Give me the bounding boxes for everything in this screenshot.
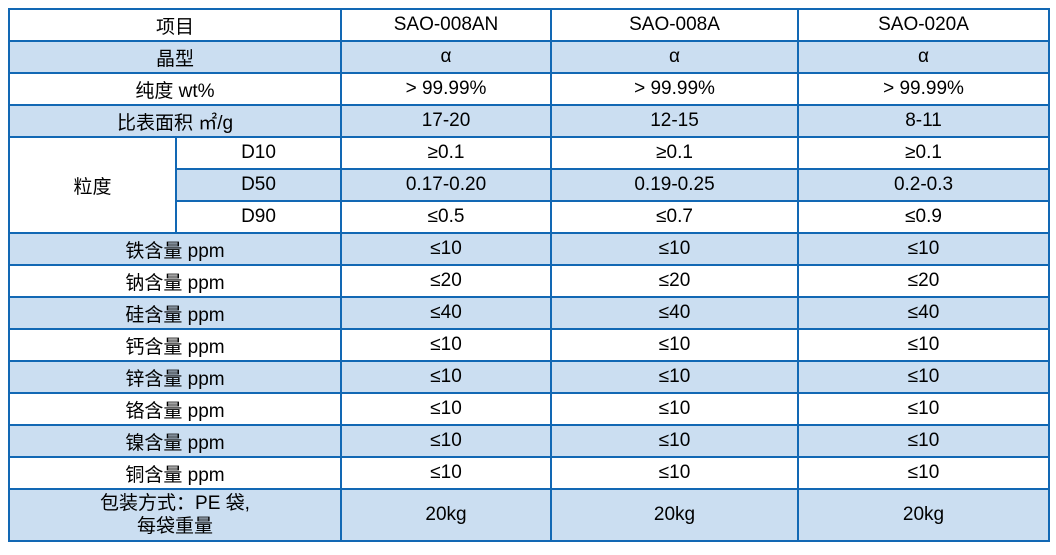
cell-value: > 99.99% xyxy=(340,72,553,106)
cell-value: ≥0.1 xyxy=(550,136,800,170)
cell-value: ≤10 xyxy=(340,360,553,394)
cell-value: ≤10 xyxy=(797,456,1051,490)
cell-value: α xyxy=(340,40,553,74)
cell-value: α xyxy=(797,40,1051,74)
table-row-chromium: 铬含量 ppm ≤10 ≤10 ≤10 xyxy=(7,392,1051,426)
cell-value: ≤0.7 xyxy=(550,200,800,234)
row-sub-label: D90 xyxy=(174,200,343,234)
cell-value: ≤40 xyxy=(340,296,553,330)
cell-value: ≤10 xyxy=(340,424,553,458)
cell-value: ≤10 xyxy=(550,328,800,362)
row-sub-label: D10 xyxy=(174,136,343,170)
row-sub-label: D50 xyxy=(174,168,343,202)
row-label: 锌含量 ppm xyxy=(7,360,343,394)
cell-value: ≤10 xyxy=(550,424,800,458)
table-row-iron: 铁含量 ppm ≤10 ≤10 ≤10 xyxy=(7,232,1051,266)
table-row-zinc: 锌含量 ppm ≤10 ≤10 ≤10 xyxy=(7,360,1051,394)
cell-value: ≤10 xyxy=(797,360,1051,394)
row-label: 镍含量 ppm xyxy=(7,424,343,458)
cell-value: ≤20 xyxy=(340,264,553,298)
row-label: 钙含量 ppm xyxy=(7,328,343,362)
cell-value: 0.19-0.25 xyxy=(550,168,800,202)
table-row-d10: 粒度 D10 ≥0.1 ≥0.1 ≥0.1 xyxy=(8,136,1051,234)
cell-value: ≤40 xyxy=(550,296,800,330)
cell-value: ≤20 xyxy=(797,264,1051,298)
cell-value: ≤40 xyxy=(797,296,1051,330)
cell-value: ≤10 xyxy=(797,424,1051,458)
row-label: 钠含量 ppm xyxy=(7,264,343,298)
table-row-nickel: 镍含量 ppm ≤10 ≤10 ≤10 xyxy=(7,424,1051,458)
cell-value: ≤10 xyxy=(550,456,800,490)
table-row-d90: D90 ≤0.5 ≤0.7 ≤0.9 xyxy=(9,200,1051,234)
particle-size-group-label: 粒度 xyxy=(8,136,177,234)
table-row-crystal-form: 晶型 α α α xyxy=(7,40,1051,74)
table-row-packaging: 包装方式：PE 袋, 每袋重量 20kg 20kg 20kg xyxy=(7,488,1051,542)
cell-value: ≤10 xyxy=(797,232,1051,266)
table-header-row: 项目 SAO-008AN SAO-008A SAO-020A xyxy=(7,8,1051,42)
cell-value: ≤0.9 xyxy=(797,200,1051,234)
row-label: 铁含量 ppm xyxy=(7,232,343,266)
cell-value: ≥0.1 xyxy=(797,136,1051,170)
header-product-sao-008an: SAO-008AN xyxy=(340,8,553,42)
product-spec-table: 项目 SAO-008AN SAO-008A SAO-020A 晶型 α α α … xyxy=(7,8,1051,542)
cell-value: 0.17-0.20 xyxy=(340,168,553,202)
cell-value: ≤20 xyxy=(550,264,800,298)
cell-value: > 99.99% xyxy=(797,72,1051,106)
cell-value: ≤10 xyxy=(797,392,1051,426)
cell-value: 0.2-0.3 xyxy=(797,168,1051,202)
table-row-surface-area: 比表面积 ㎡/g 17-20 12-15 8-11 xyxy=(7,104,1051,138)
cell-value: ≤10 xyxy=(550,232,800,266)
table-row-d50: D50 0.17-0.20 0.19-0.25 0.2-0.3 xyxy=(9,168,1051,202)
cell-value: ≤10 xyxy=(797,328,1051,362)
row-label: 铬含量 ppm xyxy=(7,392,343,426)
table-row-purity: 纯度 wt% > 99.99% > 99.99% > 99.99% xyxy=(7,72,1051,106)
cell-value: ≤10 xyxy=(340,456,553,490)
row-label: 铜含量 ppm xyxy=(7,456,343,490)
cell-value: α xyxy=(550,40,800,74)
cell-value: ≤10 xyxy=(550,392,800,426)
cell-value: 20kg xyxy=(797,488,1051,542)
table-row-sodium: 钠含量 ppm ≤20 ≤20 ≤20 xyxy=(7,264,1051,298)
cell-value: ≥0.1 xyxy=(340,136,553,170)
cell-value: 20kg xyxy=(340,488,553,542)
cell-value: 12-15 xyxy=(550,104,800,138)
header-item-label: 项目 xyxy=(7,8,343,42)
table-row-copper: 铜含量 ppm ≤10 ≤10 ≤10 xyxy=(7,456,1051,490)
cell-value: > 99.99% xyxy=(550,72,800,106)
row-label-packaging: 包装方式：PE 袋, 每袋重量 xyxy=(7,488,343,542)
cell-value: 20kg xyxy=(550,488,800,542)
row-label: 晶型 xyxy=(7,40,343,74)
table-row-calcium: 钙含量 ppm ≤10 ≤10 ≤10 xyxy=(7,328,1051,362)
packaging-label-line1: 包装方式：PE 袋, xyxy=(100,493,250,514)
row-label: 纯度 wt% xyxy=(7,72,343,106)
cell-value: ≤10 xyxy=(340,232,553,266)
cell-value: 17-20 xyxy=(340,104,553,138)
cell-value: ≤10 xyxy=(340,328,553,362)
row-label: 硅含量 ppm xyxy=(7,296,343,330)
table-row-silicon: 硅含量 ppm ≤40 ≤40 ≤40 xyxy=(7,296,1051,330)
cell-value: 8-11 xyxy=(797,104,1051,138)
row-label: 比表面积 ㎡/g xyxy=(7,104,343,138)
cell-value: ≤0.5 xyxy=(340,200,553,234)
cell-value: ≤10 xyxy=(550,360,800,394)
header-product-sao-008a: SAO-008A xyxy=(550,8,800,42)
cell-value: ≤10 xyxy=(340,392,553,426)
header-product-sao-020a: SAO-020A xyxy=(797,8,1051,42)
packaging-label-line2: 每袋重量 xyxy=(137,516,214,537)
